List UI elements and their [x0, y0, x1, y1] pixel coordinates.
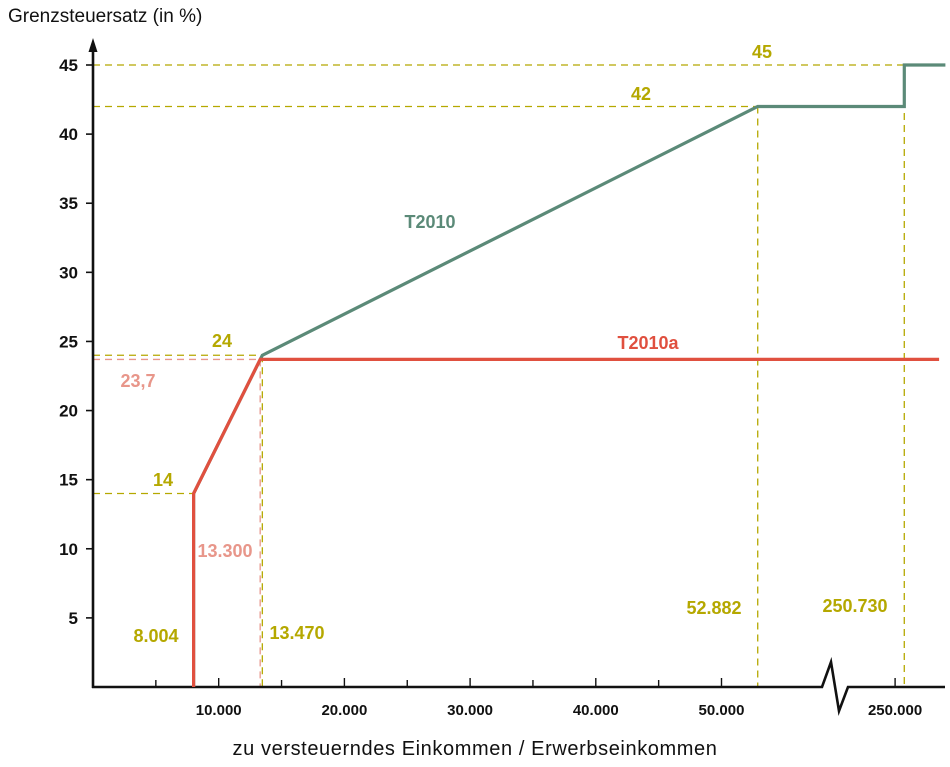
x-value-label: 13.300 [197, 541, 252, 561]
y-tick-label: 35 [59, 194, 78, 213]
x-axis-line [92, 656, 945, 717]
x-tick-label: 20.000 [321, 702, 367, 719]
annotation-guides [93, 64, 905, 687]
series-lines [192, 63, 946, 687]
y-tick-label: 45 [59, 56, 78, 75]
y-tick-label: 15 [59, 471, 78, 490]
series-line-t2010 [192, 63, 946, 687]
series-line-t2010a [192, 357, 940, 687]
x-value-label: 13.470 [269, 623, 324, 643]
y-level-label: 45 [752, 42, 772, 62]
x-tick-label: 50.000 [699, 702, 745, 719]
series-label-t2010a: T2010a [617, 333, 679, 353]
y-tick-label: 10 [59, 540, 78, 559]
x-tick-label: 30.000 [447, 702, 493, 719]
series-label-t2010: T2010 [404, 212, 455, 232]
x-axis-title: zu versteuerndes Einkommen / Erwerbseink… [232, 738, 718, 760]
x-tick-label: 250.000 [868, 702, 922, 719]
axes: 5 10 15 20 25 30 35 40 45 10.000 20.000 30.000 40.00… [59, 38, 945, 719]
x-value-label: 250.730 [822, 596, 887, 616]
y-level-label: 42 [631, 84, 651, 104]
x-tick-label: 10.000 [196, 702, 242, 719]
x-tick-label: 40.000 [573, 702, 619, 719]
y-tick-label: 20 [59, 402, 78, 421]
y-tick-label: 40 [59, 125, 78, 144]
y-tick-label: 30 [59, 263, 78, 282]
annotation-labels: T2010 T2010a 45 42 24 23,7 14 8.004 13.300 13.470… [120, 42, 887, 646]
y-level-label: 14 [153, 470, 173, 490]
x-value-label: 8.004 [133, 626, 178, 646]
y-level-label: 23,7 [120, 371, 155, 391]
y-axis-title: Grenzsteuersatz (in %) [8, 6, 203, 27]
y-tick-label: 25 [59, 332, 78, 351]
y-tick-label: 5 [69, 609, 78, 628]
y-level-label: 24 [212, 331, 232, 351]
x-value-label: 52.882 [686, 598, 741, 618]
y-axis-arrow [88, 38, 98, 52]
